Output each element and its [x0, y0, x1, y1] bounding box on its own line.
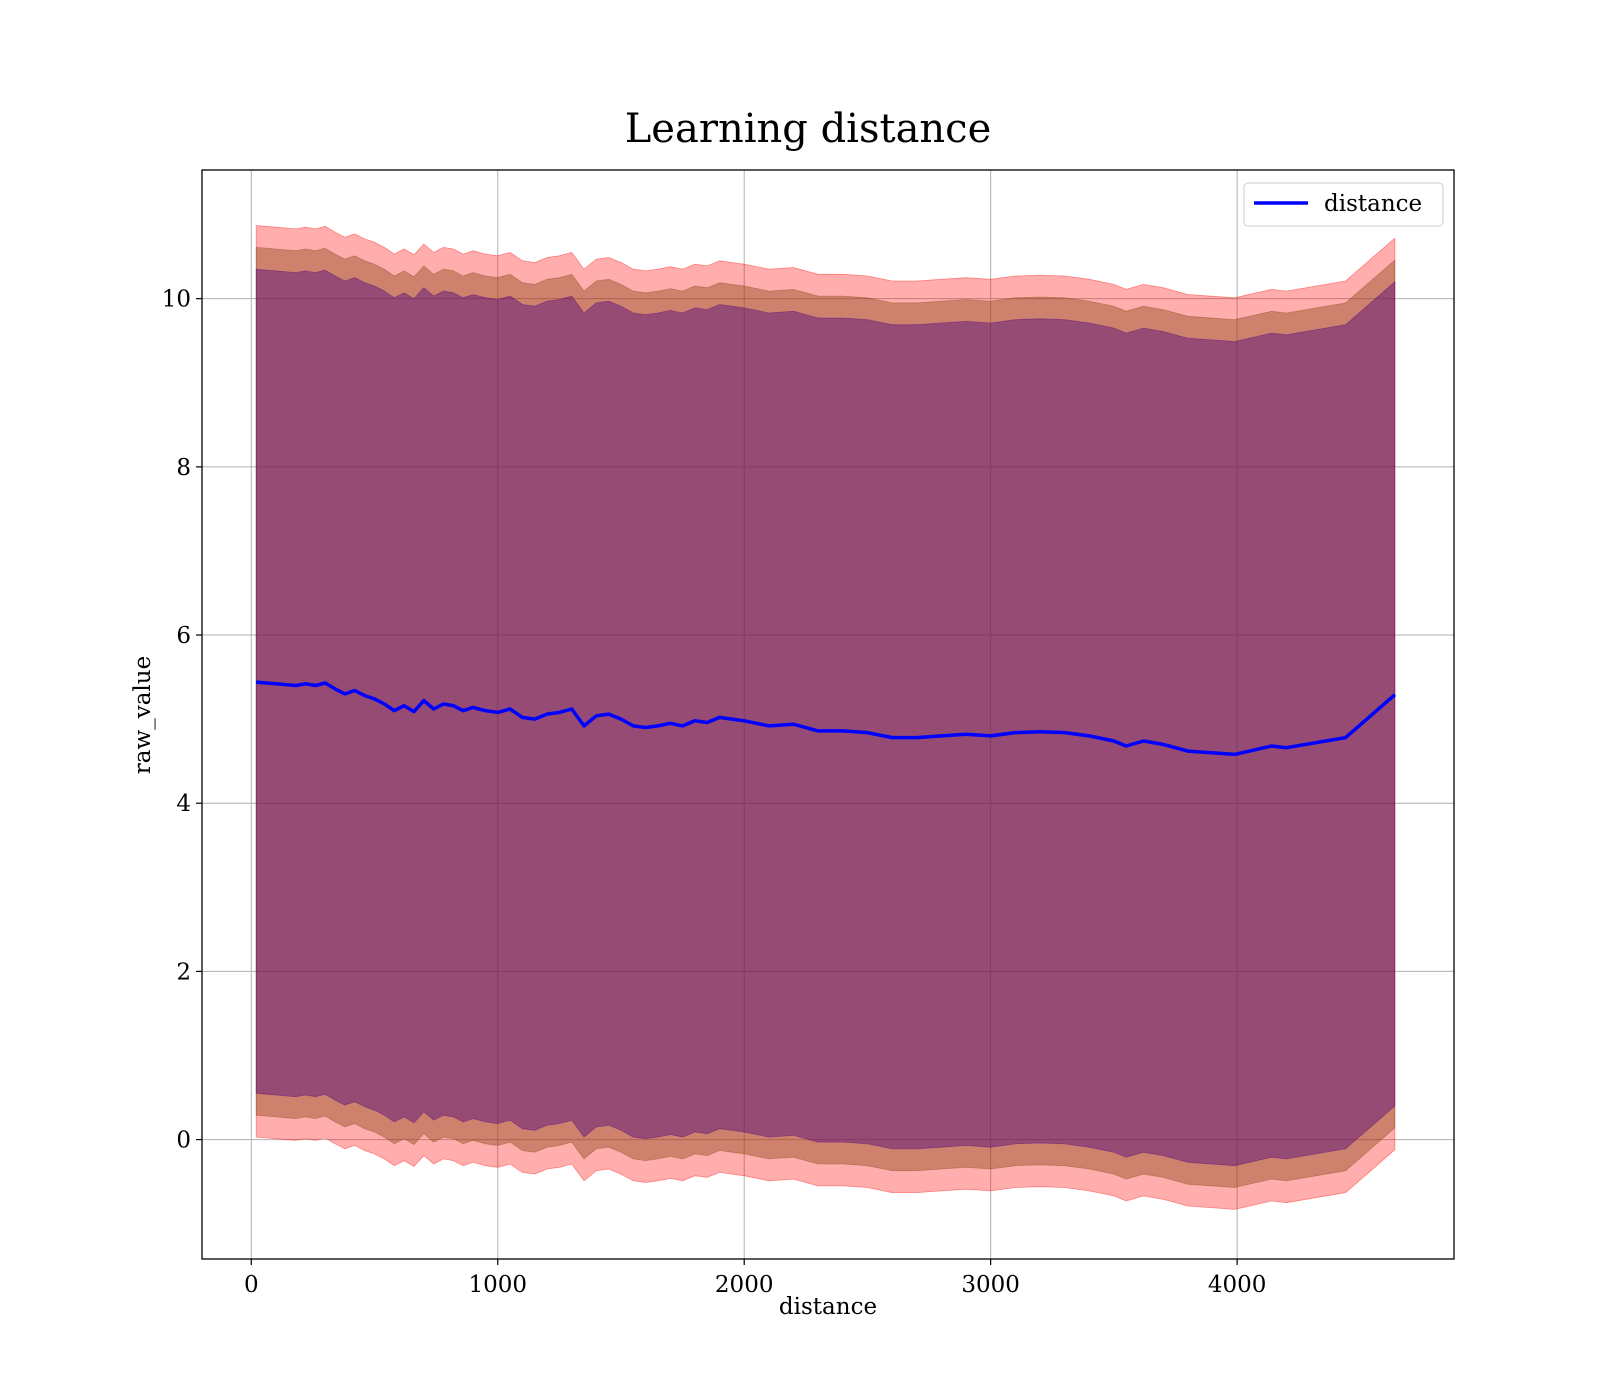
series-line-distance — [256, 680, 1397, 757]
legend-box — [1243, 182, 1444, 227]
y-axis: 0 2 4 6 8 10 — [162, 287, 202, 1154]
y-tick-label: 2 — [176, 959, 191, 985]
bands — [255, 225, 1396, 1210]
x-tick-label: 1000 — [468, 1272, 527, 1298]
x-tick-label: 4000 — [1208, 1272, 1267, 1298]
series-lines — [256, 680, 1397, 757]
chart-title: Learning distance — [625, 106, 992, 152]
x-tick-label: 2000 — [715, 1272, 774, 1298]
y-tick-label: 0 — [176, 1128, 191, 1154]
band-outer — [255, 225, 1396, 1210]
band-inner — [255, 246, 1396, 1188]
legend: distance — [1243, 182, 1444, 227]
band-core — [255, 268, 1396, 1167]
grid — [202, 170, 1454, 1259]
y-tick-label: 6 — [176, 623, 191, 649]
y-tick-label: 4 — [176, 791, 191, 817]
y-axis-label: raw_value — [130, 656, 156, 774]
legend-label: distance — [1324, 191, 1422, 217]
x-tick-label: 3000 — [961, 1272, 1020, 1298]
y-tick-label: 10 — [162, 287, 191, 313]
y-tick-label: 8 — [176, 455, 191, 481]
x-axis-label: distance — [779, 1294, 877, 1320]
plot-frame — [201, 169, 1455, 1260]
x-axis: 0 1000 2000 3000 4000 — [244, 1259, 1266, 1298]
x-tick-label: 0 — [244, 1272, 259, 1298]
